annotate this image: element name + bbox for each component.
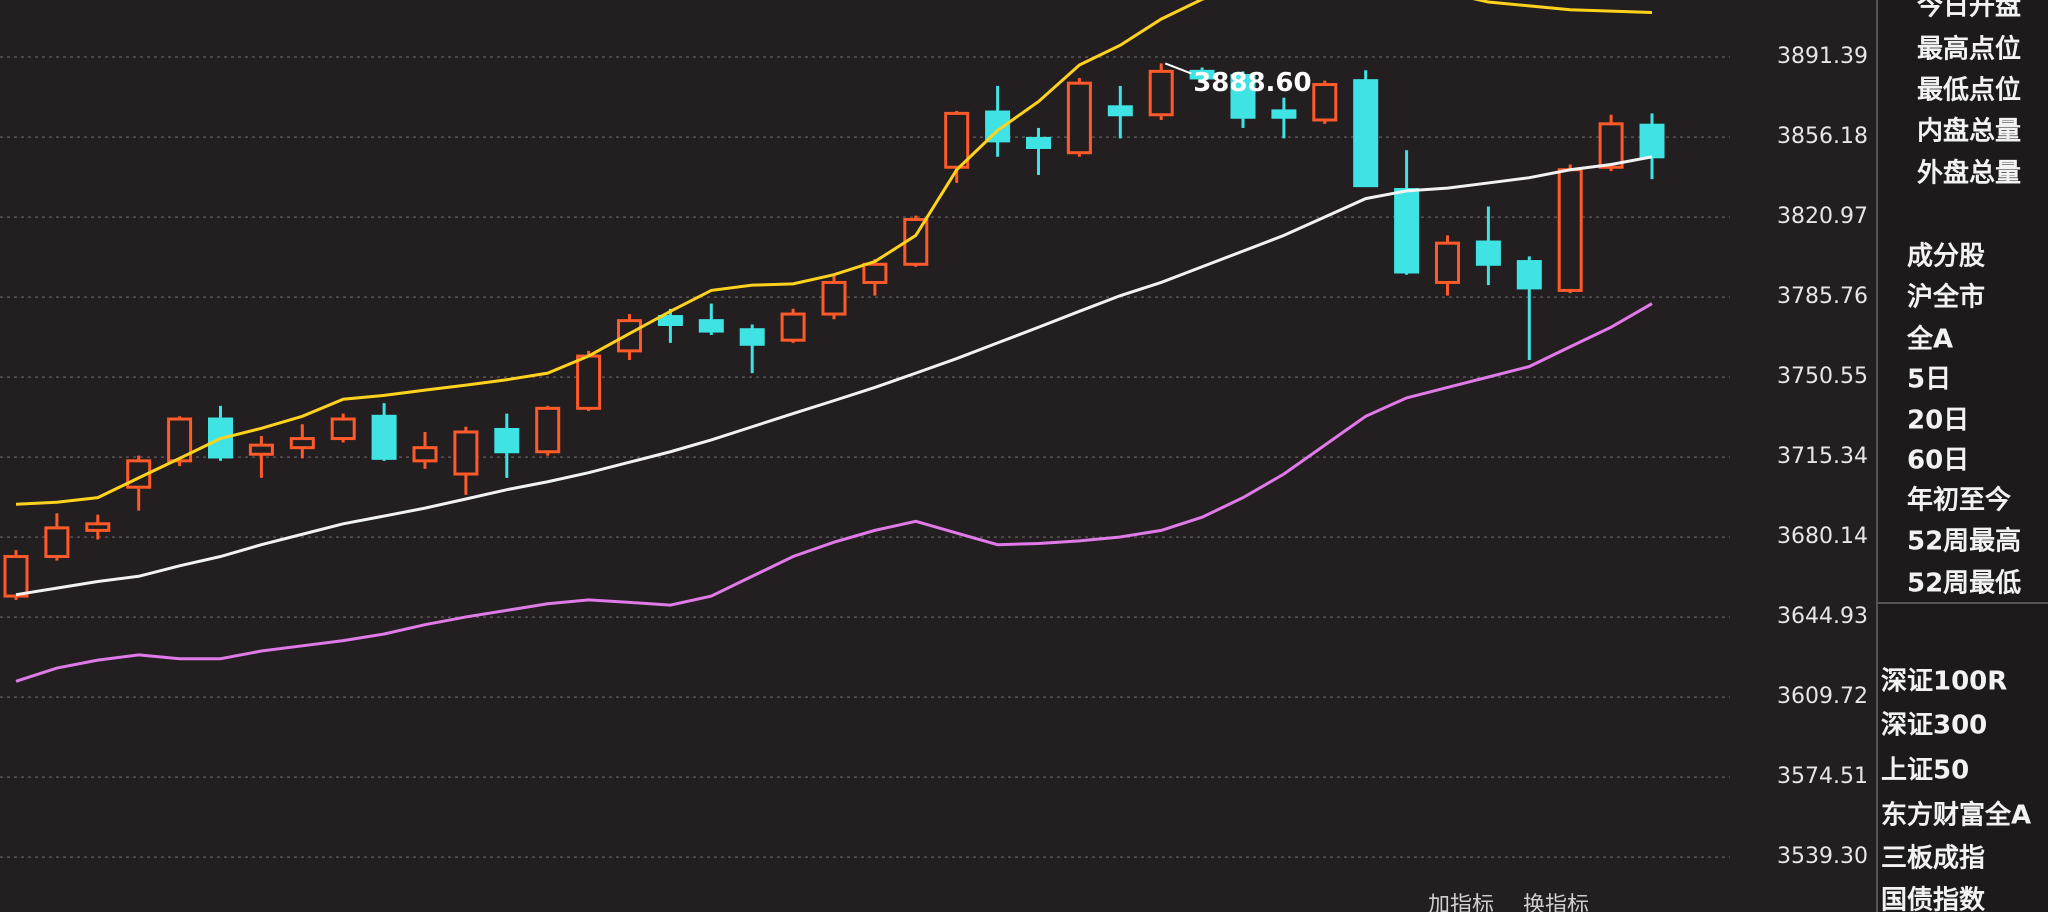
stock-group[interactable]: 5日 <box>1907 365 1951 395</box>
candle-body <box>330 417 356 441</box>
y-tick-label: 3574.51 <box>1777 764 1868 789</box>
moving-average-line <box>15 302 1653 683</box>
candle-body <box>289 437 315 450</box>
stock-group[interactable]: 52周最低 <box>1907 569 2021 599</box>
grid: 3891.39 3856.18 3820.97 3785.76 3750.55 3715.… <box>0 44 1868 869</box>
y-tick-label: 3715.34 <box>1777 444 1868 469</box>
candle-body <box>1639 123 1665 159</box>
y-tick-label: 3891.39 <box>1777 44 1868 69</box>
y-tick-label: 3820.97 <box>1777 204 1868 229</box>
moving-average-line <box>15 0 1653 506</box>
sidebar-panel <box>1877 0 2048 912</box>
candle-body <box>944 111 970 169</box>
candle-body <box>1557 168 1583 292</box>
index-item[interactable]: 上证50 <box>1881 756 1969 786</box>
y-tick-label: 3750.55 <box>1777 364 1868 389</box>
quote-field: 最低点位 <box>1917 75 2021 106</box>
stock-group[interactable]: 全A <box>1906 324 1953 355</box>
stock-group[interactable]: 52周最高 <box>1907 526 2021 557</box>
candle-body <box>1066 81 1092 155</box>
candle-body <box>1148 69 1174 117</box>
candle-body <box>1230 73 1256 119</box>
candle-body <box>862 262 888 284</box>
quote-field: 最高点位 <box>1917 34 2021 65</box>
candle-body <box>44 526 70 559</box>
candle-body <box>248 443 274 456</box>
index-item[interactable]: 深证100R <box>1881 667 2007 697</box>
candle-body <box>821 280 847 316</box>
candle-body <box>1353 79 1379 188</box>
candle-body <box>1026 136 1051 149</box>
quote-field: 内盘总量 <box>1917 116 2021 147</box>
plot: 3888.60 <box>3 0 1665 683</box>
y-tick-label: 3680.14 <box>1777 524 1868 549</box>
candle-body <box>3 555 29 598</box>
index-item[interactable]: 深证300 <box>1881 711 1987 741</box>
candle-body <box>698 319 724 333</box>
index-item[interactable]: 三板成指 <box>1881 844 1985 874</box>
candle-body <box>657 315 683 326</box>
candle-body <box>1271 109 1297 119</box>
stock-group[interactable]: 沪全市 <box>1907 282 1985 313</box>
toolbar-button[interactable]: 加指标 <box>1428 893 1494 912</box>
candle-body <box>780 312 806 342</box>
toolbar-button[interactable]: 换指标 <box>1523 893 1589 912</box>
candle-body <box>1107 105 1133 117</box>
candle-body <box>1475 240 1501 266</box>
y-tick-label: 3785.76 <box>1777 284 1868 309</box>
candle-body <box>535 406 561 454</box>
y-tick-label: 3609.72 <box>1777 684 1868 709</box>
y-tick-label: 3644.93 <box>1777 604 1868 629</box>
y-tick-label: 3856.18 <box>1777 124 1868 149</box>
candle-body <box>1189 69 1215 80</box>
candle-body <box>576 354 602 410</box>
quote-field: 外盘总量 <box>1917 158 2021 189</box>
high-label: 3888.60 <box>1193 68 1311 98</box>
candle-body <box>1516 260 1542 290</box>
high-pointer <box>1164 62 1192 75</box>
moving-average-line <box>15 155 1653 597</box>
y-tick-label: 3539.30 <box>1777 844 1868 869</box>
candle-body <box>453 430 479 476</box>
candle-body <box>617 319 642 353</box>
stock-group[interactable]: 60日 <box>1907 446 1969 476</box>
candle-body <box>739 328 765 346</box>
stock-group[interactable]: 年初至今 <box>1907 485 2011 516</box>
candle-body <box>412 446 438 463</box>
index-item[interactable]: 国债指数 <box>1881 886 1986 912</box>
candle-body <box>85 522 111 532</box>
stock-group[interactable]: 成分股 <box>1907 242 1985 272</box>
candle-body <box>1435 241 1460 284</box>
candle-body <box>371 414 397 460</box>
candle-body <box>167 417 193 463</box>
candle-body <box>1312 83 1338 122</box>
candle-body <box>494 427 520 454</box>
stock-group[interactable]: 20日 <box>1907 406 1969 436</box>
index-item[interactable]: 东方财富全A <box>1881 800 2031 831</box>
quote-field: 今日开盘 <box>1917 0 2021 22</box>
candle-body <box>1598 122 1624 169</box>
candle-body <box>1394 188 1420 274</box>
